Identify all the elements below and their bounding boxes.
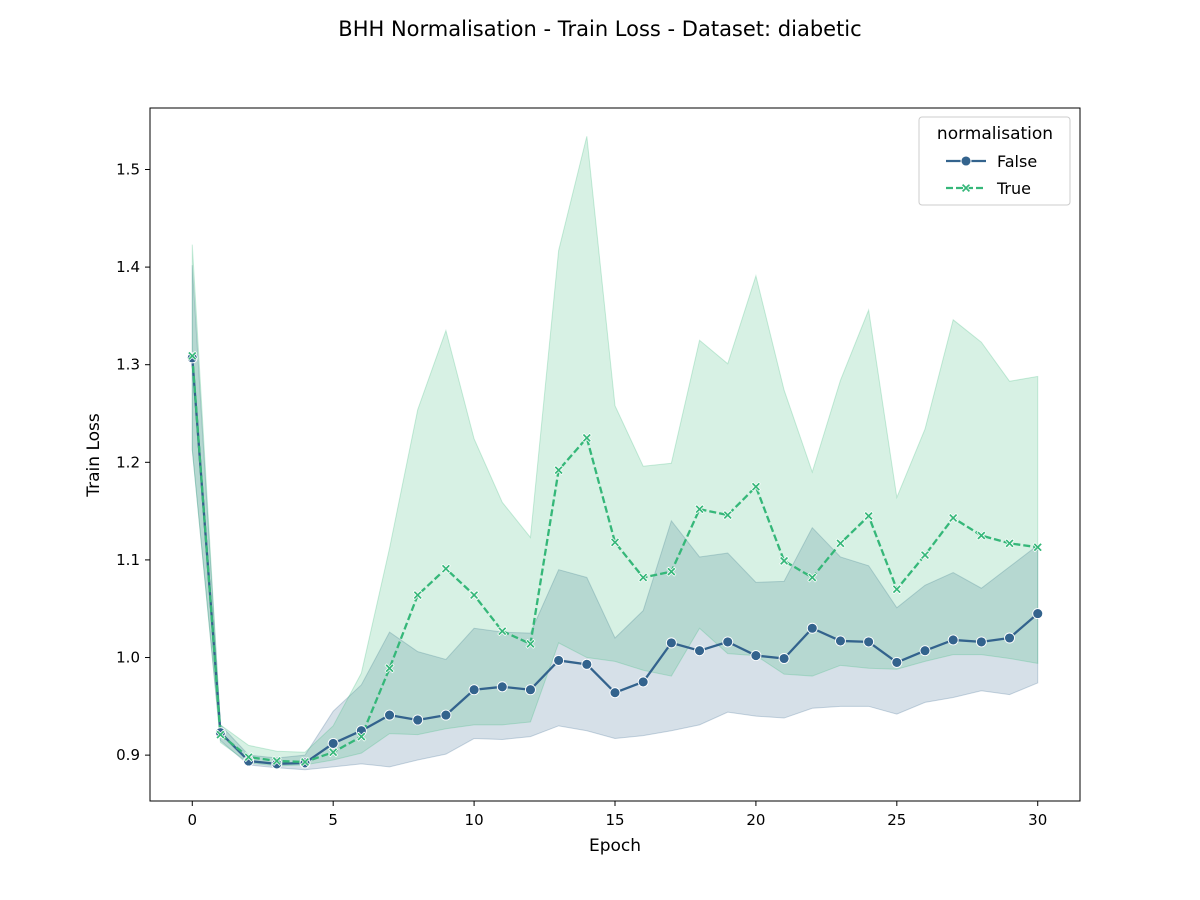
data-point-true-10: [469, 590, 480, 601]
legend-entry-true: True: [946, 179, 1031, 198]
data-point-false-19: [722, 636, 734, 648]
data-point-false-17: [665, 637, 677, 649]
legend-label: True: [996, 179, 1031, 198]
data-point-false-9: [440, 709, 452, 721]
data-point-true-20: [750, 481, 761, 492]
y-tick-label: 1.3: [116, 356, 140, 374]
data-point-false-21: [778, 653, 790, 664]
data-point-false-27: [947, 634, 959, 646]
x-tick-label: 10: [465, 811, 484, 829]
data-point-false-12: [525, 684, 536, 696]
x-axis-label: Epoch: [589, 836, 641, 856]
y-tick-label: 1.5: [116, 160, 140, 178]
data-point-true-19: [722, 510, 733, 521]
data-point-true-24: [863, 510, 874, 521]
y-tick-label: 1.1: [116, 551, 140, 569]
data-point-false-11: [496, 681, 508, 693]
data-point-false-28: [975, 636, 987, 648]
data-point-true-22: [807, 572, 818, 583]
data-point-true-15: [610, 537, 620, 548]
legend-marker: [961, 183, 971, 193]
data-point-false-25: [891, 656, 903, 668]
data-point-true-26: [920, 550, 930, 561]
legend-label: False: [997, 152, 1037, 171]
data-point-false-18: [694, 645, 705, 657]
data-point-true-29: [1004, 538, 1015, 549]
data-point-true-30: [1032, 542, 1043, 553]
legend: normalisation False True: [918, 116, 1071, 206]
data-point-true-6: [356, 731, 367, 742]
data-point-false-5: [327, 737, 339, 749]
x-tick-label: 0: [187, 811, 197, 829]
data-point-false-29: [1004, 632, 1015, 644]
ci-band-true: [191, 136, 1039, 767]
data-point-false-24: [863, 636, 875, 648]
data-point-true-9: [440, 563, 451, 574]
data-point-true-23: [835, 538, 846, 549]
chart-title: BHH Normalisation - Train Loss - Dataset…: [338, 17, 861, 41]
data-point-true-4: [300, 756, 310, 767]
y-axis-label: Train Loss: [84, 413, 104, 498]
data-point-true-28: [976, 530, 987, 541]
data-point-true-14: [581, 432, 592, 443]
data-point-true-16: [638, 572, 649, 583]
legend-frame: [918, 116, 1071, 206]
data-point-false-8: [412, 714, 424, 726]
data-point-true-12: [525, 638, 536, 649]
legend-title: normalisation: [937, 124, 1053, 144]
data-point-false-20: [750, 650, 762, 662]
data-point-false-22: [806, 622, 818, 634]
data-point-false-30: [1032, 608, 1044, 620]
x-tick-label: 20: [746, 811, 765, 829]
data-point-true-2: [243, 752, 254, 763]
y-tick-label: 1.0: [116, 649, 140, 667]
y-axis-ticks: 0.9 1.0 1.1 1.2 1.3 1.4 1.5: [116, 160, 150, 764]
data-point-true-17: [666, 566, 677, 577]
data-point-true-13: [553, 465, 564, 476]
data-point-false-14: [581, 658, 593, 670]
ci-band-false: [191, 265, 1039, 771]
data-point-false-7: [384, 709, 395, 721]
data-point-true-21: [779, 555, 790, 566]
data-point-false-23: [835, 635, 846, 647]
x-axis-ticks: 0 5 10 15 20 25 30: [187, 801, 1047, 829]
y-tick-label: 1.4: [116, 258, 140, 276]
data-point-true-11: [497, 626, 508, 637]
y-tick-label: 1.2: [116, 453, 140, 471]
data-point-true-25: [891, 584, 902, 595]
data-point-false-10: [468, 684, 480, 696]
x-tick-label: 30: [1028, 811, 1047, 829]
legend-marker: [960, 155, 972, 167]
data-point-true-3: [271, 755, 282, 766]
x-tick-label: 25: [887, 811, 906, 829]
data-point-true-1: [215, 729, 226, 740]
legend-entry-false: False: [946, 152, 1037, 171]
data-point-false-13: [553, 654, 565, 666]
data-point-true-18: [694, 504, 705, 515]
data-point-false-26: [919, 645, 931, 657]
y-tick-label: 0.9: [116, 746, 140, 764]
x-tick-label: 5: [328, 811, 338, 829]
data-point-true-7: [384, 663, 395, 674]
data-point-true-27: [948, 512, 959, 523]
data-point-false-15: [609, 687, 621, 699]
data-point-false-16: [637, 676, 649, 688]
x-tick-label: 15: [605, 811, 624, 829]
data-point-true-5: [328, 747, 339, 758]
data-point-true-0: [187, 350, 198, 361]
confidence-bands: [191, 136, 1039, 771]
series-markers: [186, 350, 1044, 770]
data-point-true-8: [412, 590, 423, 601]
